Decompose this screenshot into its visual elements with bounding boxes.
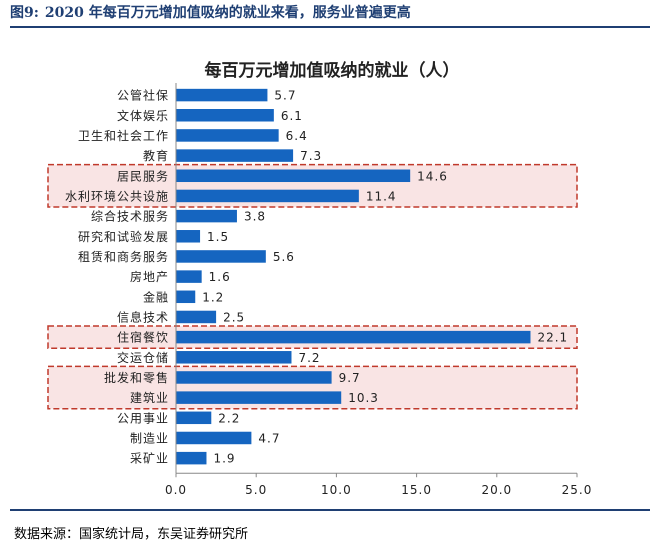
value-label: 1.9: [213, 452, 235, 466]
category-label: 租赁和商务服务: [78, 249, 169, 264]
category-label: 批发和零售: [104, 370, 169, 385]
bar: [176, 391, 342, 404]
x-tick-label: 5.0: [245, 483, 267, 497]
category-label: 采矿业: [130, 452, 169, 466]
category-label: 水利环境公共设施: [65, 188, 169, 203]
value-label: 4.7: [258, 431, 280, 445]
figure-number: 图9:: [10, 5, 39, 21]
category-label: 建筑业: [130, 390, 169, 405]
value-label: 6.1: [281, 109, 303, 123]
bar: [176, 189, 359, 203]
category-label: 研究和试验发展: [78, 229, 169, 244]
value-label: 5.6: [273, 250, 295, 264]
bottom-rule: [10, 509, 650, 511]
value-label: 1.2: [202, 290, 224, 304]
category-label: 文体娱乐: [117, 108, 169, 123]
value-label: 7.2: [298, 351, 320, 365]
bar: [176, 109, 274, 122]
bar: [176, 411, 212, 425]
bar: [176, 149, 294, 162]
value-label: 2.5: [223, 310, 245, 324]
x-tick-label: 25.0: [562, 483, 593, 497]
bar: [176, 431, 252, 445]
category-label: 综合技术服务: [91, 209, 169, 224]
value-label: 11.4: [366, 189, 397, 203]
category-label: 住宿餐饮: [117, 330, 169, 345]
value-label: 10.3: [348, 391, 379, 405]
bar: [176, 310, 217, 324]
value-label: 22.1: [537, 331, 568, 345]
value-label: 5.7: [274, 89, 296, 103]
bars: 公管社保 5.7 文体娱乐 6.1 卫生和社会工作 6.4 教育 7.3 居民服务 14.6 水利环…: [65, 88, 568, 466]
chart-title: 每百万元增加值吸纳的就业（人）: [205, 60, 460, 81]
bar: [176, 230, 201, 243]
bar: [176, 451, 207, 465]
category-label: 房地产: [130, 269, 169, 284]
figure-title: 2020 年每百万元增加值吸纳的就业来看，服务业普遍更高: [44, 5, 411, 21]
data-source: 数据来源：国家统计局，东吴证券研究所: [14, 527, 249, 542]
category-label: 教育: [143, 148, 169, 163]
bar: [176, 88, 268, 102]
category-label: 卫生和社会工作: [78, 128, 169, 143]
value-label: 6.4: [286, 129, 308, 143]
bar: [176, 371, 332, 384]
value-label: 7.3: [300, 149, 322, 163]
bar: [176, 250, 266, 263]
bar-chart: 每百万元增加值吸纳的就业（人） 公管社保 5.7 文体娱乐 6.1 卫生和社会工作 6.4…: [47, 60, 593, 497]
x-tick-label: 20.0: [481, 483, 512, 497]
bar: [176, 270, 202, 283]
bar: [176, 129, 279, 142]
value-label: 9.7: [339, 371, 361, 385]
category-label: 公用事业: [117, 411, 169, 425]
x-tick-label: 15.0: [401, 483, 432, 497]
x-tick-label: 10.0: [321, 483, 352, 497]
x-tick-label: 0.0: [165, 483, 187, 497]
value-label: 1.6: [209, 270, 231, 284]
bar: [176, 209, 237, 223]
value-label: 2.2: [218, 411, 240, 425]
bar: [176, 351, 292, 364]
value-label: 1.5: [207, 230, 229, 244]
category-label: 公管社保: [117, 88, 169, 103]
category-label: 交运仓储: [117, 350, 169, 365]
figure-header: 图9: 2020 年每百万元增加值吸纳的就业来看，服务业普遍更高: [10, 2, 650, 24]
category-label: 居民服务: [117, 168, 169, 183]
category-label: 金融: [143, 289, 169, 304]
value-label: 14.6: [417, 169, 448, 183]
axes: 0.0 5.0 10.0 15.0 20.0 25.0: [165, 83, 593, 497]
bar: [176, 169, 411, 183]
value-label: 3.8: [244, 210, 266, 224]
category-label: 制造业: [130, 431, 169, 445]
bar: [176, 290, 196, 304]
category-label: 信息技术: [117, 309, 169, 324]
bar: [176, 330, 531, 344]
top-rule: [10, 26, 650, 28]
